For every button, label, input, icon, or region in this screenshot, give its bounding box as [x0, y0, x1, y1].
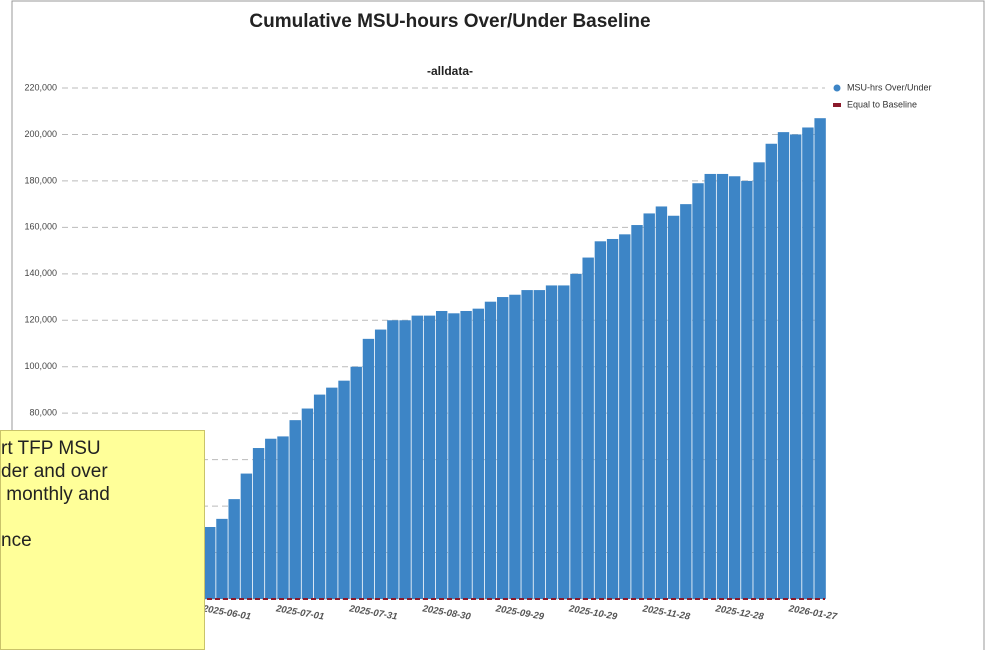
bar — [741, 180, 753, 599]
legend-swatch — [833, 84, 841, 92]
bar — [533, 290, 546, 599]
bar — [545, 285, 558, 599]
bar — [399, 320, 411, 599]
bar — [387, 320, 399, 599]
y-tick-label: 200,000 — [24, 129, 57, 139]
bar — [301, 408, 314, 599]
bar — [216, 518, 228, 599]
bar — [460, 310, 472, 599]
bar — [509, 294, 521, 599]
bar — [619, 234, 631, 599]
bar — [252, 448, 265, 599]
bar — [448, 313, 460, 599]
y-tick-label: 180,000 — [24, 175, 57, 185]
bar — [753, 162, 765, 599]
legend-swatch — [833, 103, 841, 107]
bar — [582, 257, 594, 599]
bar — [423, 315, 436, 599]
bar — [313, 394, 326, 599]
bar — [704, 173, 716, 599]
y-tick-label: 160,000 — [24, 222, 57, 232]
bar — [411, 315, 423, 599]
bar — [594, 241, 607, 600]
bar — [814, 118, 826, 599]
bar — [643, 213, 655, 599]
bar — [350, 366, 362, 599]
bar — [435, 310, 448, 599]
bar — [265, 438, 277, 599]
y-tick-label: 120,000 — [24, 315, 57, 325]
chart-subtitle: -alldata- — [427, 64, 473, 78]
bar — [680, 204, 692, 600]
bar — [631, 225, 643, 600]
bar — [289, 420, 301, 599]
bar — [362, 338, 375, 599]
bar — [655, 206, 668, 599]
bar — [472, 308, 485, 599]
bar — [484, 301, 497, 599]
bar — [716, 173, 729, 599]
bar — [228, 499, 240, 599]
note-line — [1, 506, 204, 529]
legend-label: Equal to Baseline — [847, 99, 917, 109]
note-line: rt TFP MSU — [1, 438, 101, 459]
bar — [570, 273, 582, 599]
chart-title: Cumulative MSU-hours Over/Under Baseline — [249, 11, 650, 32]
y-tick-label: 140,000 — [24, 268, 57, 278]
bar — [667, 215, 680, 599]
note-line: der and over — [1, 461, 108, 482]
bar — [606, 238, 619, 599]
bar — [765, 143, 777, 599]
bar — [326, 387, 338, 599]
bar — [338, 380, 350, 599]
bar — [728, 176, 741, 599]
bar — [558, 285, 570, 599]
y-tick-label: 220,000 — [24, 82, 57, 92]
legend-label: MSU-hrs Over/Under — [847, 82, 932, 92]
bar — [692, 183, 704, 599]
note-line: monthly and — [1, 484, 110, 505]
bar — [374, 329, 387, 599]
bar — [497, 297, 509, 599]
bar — [240, 473, 253, 599]
bar — [204, 526, 216, 599]
note-line: nce — [1, 530, 32, 551]
bar — [777, 132, 790, 599]
y-tick-label: 100,000 — [24, 361, 57, 371]
bar — [521, 290, 533, 599]
bar — [789, 134, 802, 600]
bar — [277, 436, 289, 599]
bar — [802, 127, 814, 600]
note-box: rt TFP MSU der and over monthly and nce — [0, 430, 205, 650]
y-tick-label: 80,000 — [29, 408, 57, 418]
